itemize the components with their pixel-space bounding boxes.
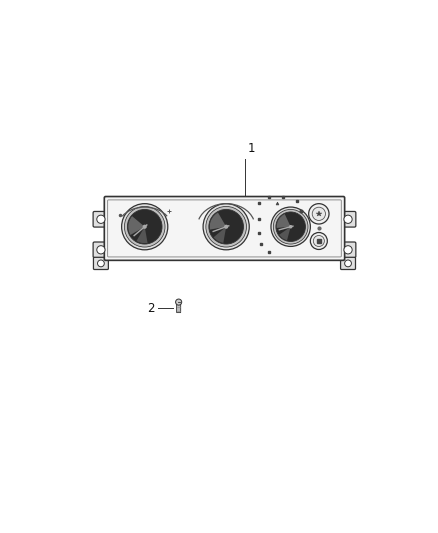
Circle shape bbox=[313, 236, 325, 246]
Circle shape bbox=[97, 215, 105, 223]
Circle shape bbox=[209, 209, 244, 244]
FancyBboxPatch shape bbox=[177, 302, 181, 313]
Circle shape bbox=[311, 232, 327, 249]
Circle shape bbox=[289, 225, 293, 229]
Circle shape bbox=[312, 207, 325, 221]
Wedge shape bbox=[210, 213, 226, 230]
Circle shape bbox=[344, 246, 352, 254]
Circle shape bbox=[224, 224, 228, 229]
Circle shape bbox=[176, 299, 182, 305]
FancyBboxPatch shape bbox=[93, 242, 109, 257]
Text: 1: 1 bbox=[248, 142, 255, 156]
Circle shape bbox=[124, 206, 165, 247]
Circle shape bbox=[97, 246, 105, 254]
Circle shape bbox=[143, 224, 147, 229]
Text: 2: 2 bbox=[148, 302, 155, 314]
Wedge shape bbox=[128, 216, 145, 235]
Wedge shape bbox=[137, 227, 148, 243]
Circle shape bbox=[309, 204, 329, 224]
Circle shape bbox=[122, 204, 168, 250]
Circle shape bbox=[98, 260, 104, 267]
FancyBboxPatch shape bbox=[93, 212, 109, 227]
Circle shape bbox=[271, 207, 311, 246]
Wedge shape bbox=[279, 227, 291, 240]
FancyBboxPatch shape bbox=[104, 197, 345, 260]
Wedge shape bbox=[214, 227, 226, 243]
Circle shape bbox=[273, 209, 308, 244]
Circle shape bbox=[276, 212, 305, 241]
Circle shape bbox=[127, 209, 162, 244]
Circle shape bbox=[206, 206, 247, 247]
FancyBboxPatch shape bbox=[340, 212, 356, 227]
Wedge shape bbox=[277, 214, 291, 228]
FancyBboxPatch shape bbox=[341, 257, 356, 270]
Circle shape bbox=[344, 215, 352, 223]
FancyBboxPatch shape bbox=[93, 257, 108, 270]
Circle shape bbox=[203, 204, 249, 250]
FancyBboxPatch shape bbox=[340, 242, 356, 257]
Circle shape bbox=[345, 260, 351, 267]
